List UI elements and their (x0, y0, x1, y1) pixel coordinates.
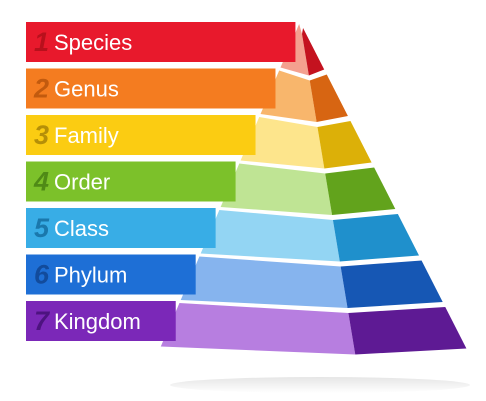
pyramid-front-face (240, 117, 325, 169)
level-bar (26, 115, 256, 155)
level-bar (26, 254, 196, 295)
pyramid-side-face (309, 74, 348, 122)
pyramid-side-face (348, 307, 467, 355)
pyramid-side-face (325, 167, 396, 215)
pyramid-front-face (220, 163, 333, 215)
level-number: 5 (34, 213, 50, 243)
pyramid-side-face (301, 28, 325, 76)
level-label: Species (54, 30, 132, 55)
level-label: Order (54, 170, 110, 195)
level-species: 1 Species (26, 22, 325, 76)
pyramid-side-face (317, 121, 372, 169)
level-family: 3 Family (26, 115, 372, 169)
level-number: 3 (34, 120, 49, 150)
pyramid-side-face (332, 214, 420, 262)
level-bar (26, 208, 216, 248)
level-label: Genus (54, 77, 119, 102)
level-bar (26, 22, 296, 62)
pyramid-front-face (160, 303, 356, 355)
level-label: Kingdom (54, 309, 141, 334)
level-number: 7 (34, 306, 51, 336)
level-number: 4 (33, 167, 49, 197)
pyramid-front-face (200, 210, 340, 262)
level-label: Phylum (54, 263, 127, 288)
level-order: 4 Order (26, 161, 396, 215)
pyramid-front-face (180, 256, 348, 308)
floor-shadow (170, 377, 470, 393)
level-bar (26, 301, 176, 341)
level-bar (26, 161, 236, 202)
level-label: Class (54, 216, 109, 241)
level-genus: 2 Genus (26, 68, 348, 122)
level-number: 6 (34, 260, 50, 290)
level-kingdom: 7 Kingdom (26, 301, 467, 355)
level-label: Family (54, 123, 119, 148)
level-bar (26, 68, 276, 109)
level-class: 5 Class (26, 208, 420, 262)
pyramid-side-face (340, 260, 443, 308)
level-phylum: 6 Phylum (26, 254, 443, 308)
level-number: 2 (33, 74, 49, 104)
level-number: 1 (34, 27, 49, 57)
